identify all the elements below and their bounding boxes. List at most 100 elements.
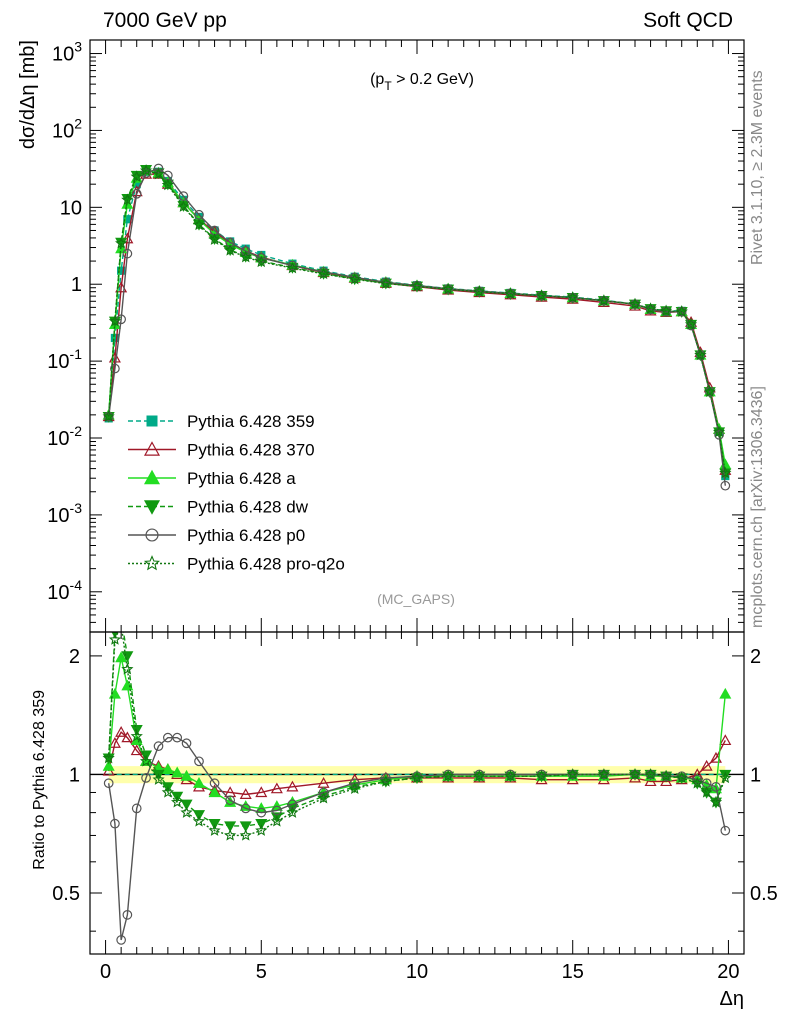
data-point xyxy=(240,803,251,814)
data-point xyxy=(628,768,642,780)
data-point xyxy=(116,935,126,945)
main-axis-ticks: 10-4 10-3 10-2 10-1 1 10 102 103 xyxy=(47,39,744,633)
data-point xyxy=(239,800,252,811)
data-point xyxy=(719,769,732,781)
data-point xyxy=(139,754,153,767)
data-point xyxy=(192,776,206,788)
data-point xyxy=(108,633,122,645)
legend-entry: Pythia 6.428 359 xyxy=(128,412,315,431)
data-point xyxy=(130,729,143,742)
data-point xyxy=(181,738,192,749)
legend-label: Pythia 6.428 370 xyxy=(187,441,315,460)
data-point xyxy=(239,829,252,841)
data-point xyxy=(178,191,189,201)
pt-annotation: (pT > 0.2 GeV) xyxy=(370,71,474,93)
data-point xyxy=(121,662,134,675)
ratio-line xyxy=(107,632,726,837)
data-point xyxy=(146,415,158,427)
data-point xyxy=(286,806,299,818)
data-point xyxy=(255,255,268,268)
legend-entry: Pythia 6.428 dw xyxy=(128,498,309,517)
data-point xyxy=(240,246,251,256)
data-point xyxy=(720,480,731,491)
data-point xyxy=(597,294,610,306)
data-point xyxy=(115,237,128,249)
ratio-ylabel: Ratio to Pythia 6.428 359 xyxy=(31,690,48,870)
data-point xyxy=(152,773,165,785)
data-point xyxy=(691,776,704,789)
data-point xyxy=(317,791,330,804)
data-point xyxy=(597,768,610,780)
data-point xyxy=(318,787,329,798)
data-point xyxy=(239,821,252,833)
rivet-label: Rivet 3.1.10, ≥ 2.3M events xyxy=(749,70,766,265)
data-point xyxy=(130,170,143,182)
data-point xyxy=(504,769,517,782)
data-point xyxy=(177,200,190,212)
data-point xyxy=(566,291,579,303)
data-point xyxy=(628,297,642,310)
data-point xyxy=(660,304,673,317)
data-point xyxy=(239,250,252,263)
data-point xyxy=(110,363,120,374)
data-point xyxy=(348,782,361,794)
data-point xyxy=(130,744,143,756)
data-point xyxy=(644,768,657,780)
main-ylabel: dσ/dΔη [mb] xyxy=(17,40,39,149)
data-point xyxy=(286,261,299,274)
data-point xyxy=(115,651,128,663)
data-point xyxy=(208,824,221,836)
data-point xyxy=(170,795,184,808)
ratio-line xyxy=(107,632,726,827)
legend-label: Pythia 6.428 dw xyxy=(187,498,309,517)
main-ytick-label: 10-2 xyxy=(47,423,82,450)
main-series-5 xyxy=(102,164,732,479)
main-series-group xyxy=(102,163,732,491)
data-point xyxy=(208,233,221,245)
data-point xyxy=(711,782,721,792)
data-point xyxy=(224,829,237,841)
data-point xyxy=(225,795,235,806)
data-point xyxy=(712,425,726,438)
data-point xyxy=(122,910,133,920)
xtick-label: 5 xyxy=(256,961,267,983)
data-point xyxy=(381,773,391,783)
legend-entry: Pythia 6.428 a xyxy=(128,469,296,488)
data-point xyxy=(675,305,688,317)
data-point xyxy=(102,753,115,765)
data-point xyxy=(122,248,133,259)
data-point xyxy=(172,732,183,743)
series-line xyxy=(107,169,727,474)
data-point xyxy=(644,775,657,787)
data-point xyxy=(102,410,115,422)
data-point xyxy=(110,818,120,829)
data-point xyxy=(660,775,673,787)
ratio-series-4 xyxy=(103,732,731,945)
data-point xyxy=(644,302,657,314)
main-ytick-label: 10-1 xyxy=(47,346,82,373)
data-point xyxy=(239,788,252,799)
main-ytick-label: 10-3 xyxy=(47,500,82,527)
main-ytick-label: 103 xyxy=(52,39,82,66)
data-point xyxy=(694,348,707,361)
ratio-series-2 xyxy=(102,651,732,813)
data-point xyxy=(139,164,153,176)
data-point xyxy=(108,314,122,327)
series-line xyxy=(107,167,727,486)
xtick-label: 20 xyxy=(717,961,739,983)
watermark: (MC_GAPS) xyxy=(377,591,455,607)
data-point xyxy=(684,317,698,330)
data-point xyxy=(473,285,486,297)
mcplots-label: mcplots.cern.ch [arXiv:1306.3436] xyxy=(749,386,766,628)
legend-label: Pythia 6.428 a xyxy=(187,469,296,488)
data-point xyxy=(121,193,134,206)
ratio-ytick-label: 1 xyxy=(69,764,80,786)
data-point xyxy=(442,282,455,295)
main-ytick-label: 102 xyxy=(52,115,82,142)
header-right: Soft QCD xyxy=(643,9,733,32)
data-point xyxy=(143,441,161,456)
data-point xyxy=(256,807,267,818)
legend-label: Pythia 6.428 pro-q2o xyxy=(187,555,345,574)
data-point xyxy=(180,806,193,818)
